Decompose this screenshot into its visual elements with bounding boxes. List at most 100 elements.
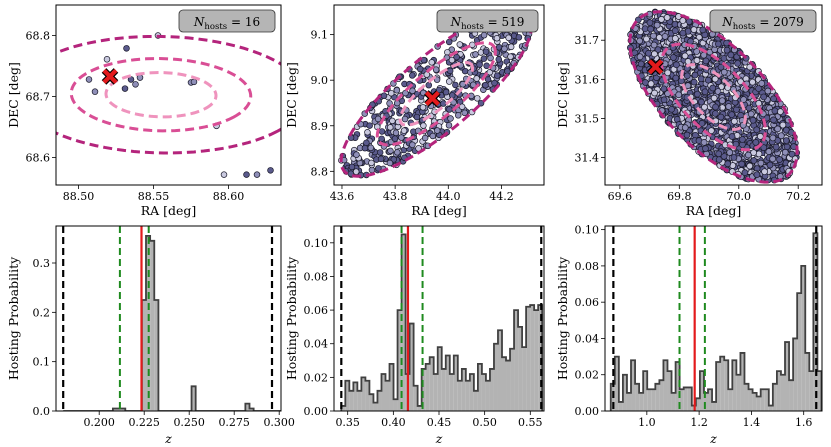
histogram-bar bbox=[813, 233, 818, 411]
data-point bbox=[727, 51, 735, 59]
histogram-bar bbox=[534, 310, 539, 411]
n-hosts-label: Nhosts = 519 bbox=[450, 15, 525, 32]
data-point bbox=[243, 171, 250, 178]
data-point bbox=[367, 144, 375, 152]
data-point bbox=[734, 60, 741, 67]
data-point bbox=[480, 55, 488, 62]
histogram-bar bbox=[671, 392, 676, 411]
data-point bbox=[702, 145, 709, 153]
y-tick-label: 0.00 bbox=[304, 405, 329, 418]
histogram-bar bbox=[453, 355, 458, 411]
y-tick-label: 68.7 bbox=[26, 91, 51, 104]
data-point bbox=[683, 131, 691, 139]
data-point bbox=[679, 29, 687, 37]
histogram-panel-1: 0.200 0.225 0.250 0.275 0.300 0.0 0.1 0.2 0.3 z Ho… bbox=[6, 225, 303, 446]
data-point bbox=[772, 143, 780, 151]
histogram-bar bbox=[506, 360, 511, 411]
data-point bbox=[507, 43, 515, 51]
histogram-bar bbox=[635, 383, 640, 411]
data-point bbox=[746, 63, 754, 71]
data-point bbox=[380, 92, 388, 99]
data-point bbox=[435, 86, 443, 94]
data-point bbox=[392, 129, 400, 137]
data-point bbox=[779, 121, 787, 129]
histogram-bar bbox=[361, 377, 366, 411]
n-symbol: N bbox=[721, 15, 733, 29]
scatter-panel-1: Nhosts = 16 88.50 88.55 88.60 68.6 68.7 68.8 RA… bbox=[6, 4, 282, 218]
histogram-bars bbox=[610, 233, 822, 411]
histogram-bar bbox=[445, 355, 450, 411]
data-point bbox=[482, 48, 490, 55]
data-point bbox=[493, 35, 501, 42]
data-point bbox=[770, 95, 777, 103]
data-point bbox=[711, 75, 719, 83]
data-point bbox=[683, 72, 691, 80]
n-value: = 16 bbox=[227, 15, 260, 29]
data-point bbox=[393, 87, 401, 94]
data-point bbox=[442, 88, 450, 96]
y-tick-label: 0.08 bbox=[575, 260, 600, 273]
n-value: = 2079 bbox=[756, 15, 804, 29]
data-point bbox=[456, 41, 464, 48]
plot-frame bbox=[333, 4, 545, 186]
localization-contour bbox=[69, 57, 253, 133]
best-fit-marker bbox=[424, 90, 441, 107]
data-point bbox=[419, 104, 427, 111]
data-point bbox=[670, 54, 677, 61]
x-tick-label: 1.6 bbox=[795, 416, 813, 429]
data-point bbox=[701, 88, 709, 96]
data-point bbox=[777, 132, 785, 140]
data-point bbox=[453, 53, 460, 61]
histogram-bar bbox=[703, 392, 709, 411]
data-point bbox=[679, 17, 687, 24]
y-tick-label: 68.6 bbox=[26, 152, 51, 165]
histogram-bar bbox=[659, 380, 664, 411]
data-point bbox=[741, 169, 749, 176]
scatter-panel-2: Nhosts = 519 43.6 43.8 44.0 44.2 8.8 8.9 9.0 9.1… bbox=[284, 4, 545, 218]
histogram-bar bbox=[369, 394, 374, 411]
histogram-bar bbox=[117, 408, 122, 411]
y-tick-label: 0.1 bbox=[33, 356, 51, 369]
data-point bbox=[752, 139, 760, 146]
data-point bbox=[103, 56, 111, 63]
localization-contour bbox=[398, 61, 475, 127]
histogram-bar bbox=[647, 389, 652, 411]
data-point bbox=[637, 60, 645, 68]
localization-contour bbox=[680, 63, 747, 131]
x-tick-label: 43.6 bbox=[330, 190, 355, 203]
histogram-bar bbox=[530, 305, 535, 411]
data-point bbox=[758, 79, 766, 87]
data-point bbox=[190, 78, 198, 86]
data-point bbox=[458, 103, 466, 111]
n-hosts-box bbox=[709, 9, 817, 33]
n-subscript: hosts bbox=[204, 22, 227, 32]
data-point bbox=[712, 110, 719, 117]
data-point bbox=[672, 74, 680, 82]
data-points bbox=[85, 32, 274, 178]
histogram-bars bbox=[341, 234, 543, 411]
x-tick-label: 1.4 bbox=[743, 416, 761, 429]
n-subscript: hosts bbox=[733, 22, 756, 32]
x-axis-label: RA [deg] bbox=[686, 203, 742, 218]
data-point bbox=[660, 85, 668, 93]
data-point bbox=[714, 40, 722, 48]
data-point bbox=[747, 110, 755, 118]
data-point bbox=[433, 127, 441, 134]
data-point bbox=[681, 124, 689, 131]
histogram-bar bbox=[643, 371, 648, 411]
histogram-bar bbox=[497, 330, 502, 411]
histogram-bar bbox=[299, 361, 303, 411]
data-point bbox=[760, 93, 768, 101]
data-point bbox=[723, 46, 731, 54]
localization-contour bbox=[628, 10, 799, 184]
y-tick-label: 31.7 bbox=[575, 34, 600, 47]
x-axis-label: z bbox=[435, 431, 443, 446]
histogram-panel-3: 1.0 1.2 1.4 1.6 0.00 0.02 0.04 0.06 0.08 0.10 z Hos… bbox=[555, 224, 823, 446]
y-tick-label: 0.02 bbox=[575, 369, 600, 382]
data-point bbox=[642, 79, 649, 86]
histogram-bar bbox=[618, 401, 623, 411]
histogram-bar bbox=[789, 380, 794, 411]
data-point bbox=[121, 85, 129, 92]
n-symbol: N bbox=[193, 15, 205, 29]
histogram-bar bbox=[493, 343, 498, 411]
